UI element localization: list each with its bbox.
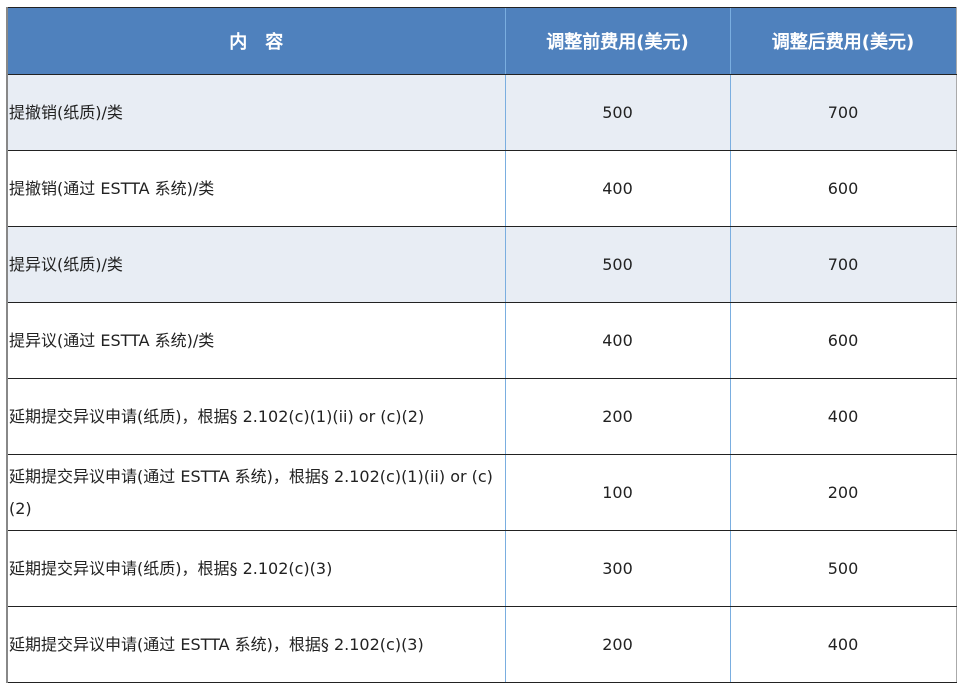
cell-item: 延期提交异议申请(纸质)，根据§ 2.102(c)(1)(ii) or (c)(… [6,378,505,455]
table-row: 延期提交异议申请(纸质)，根据§ 2.102(c)(3) 300 500 [6,530,957,607]
cell-before: 100 [504,454,730,531]
table-row: 提撤销(纸质)/类 500 700 [6,74,957,151]
header-content: 内 容 [6,7,505,75]
cell-after: 200 [729,454,957,531]
cell-before: 500 [504,226,730,303]
cell-after: 600 [729,302,957,379]
table-row: 提撤销(通过 ESTTA 系统)/类 400 600 [6,150,957,227]
cell-before: 500 [504,74,730,151]
cell-after: 400 [729,606,957,683]
table-row: 提异议(通过 ESTTA 系统)/类 400 600 [6,302,957,379]
cell-after: 400 [729,378,957,455]
cell-after: 700 [729,74,957,151]
table-row: 延期提交异议申请(通过 ESTTA 系统)，根据§ 2.102(c)(3) 200… [6,606,957,683]
cell-item: 延期提交异议申请(通过 ESTTA 系统)，根据§ 2.102(c)(3) [6,606,505,683]
cell-item: 延期提交异议申请(纸质)，根据§ 2.102(c)(3) [6,530,505,607]
table-row: 延期提交异议申请(通过 ESTTA 系统)，根据§ 2.102(c)(1)(ii… [6,454,957,531]
cell-before: 300 [504,530,730,607]
cell-item: 延期提交异议申请(通过 ESTTA 系统)，根据§ 2.102(c)(1)(ii… [6,454,505,531]
cell-before: 200 [504,378,730,455]
header-before: 调整前费用(美元) [504,7,730,75]
header-row: 内 容 调整前费用(美元) 调整后费用(美元) [6,7,957,75]
cell-item: 提撤销(通过 ESTTA 系统)/类 [6,150,505,227]
table-row: 延期提交异议申请(纸质)，根据§ 2.102(c)(1)(ii) or (c)(… [6,378,957,455]
cell-item: 提异议(通过 ESTTA 系统)/类 [6,302,505,379]
cell-item: 提异议(纸质)/类 [6,226,505,303]
cell-before: 400 [504,150,730,227]
table-row: 提异议(纸质)/类 500 700 [6,226,957,303]
header-after: 调整后费用(美元) [729,7,957,75]
cell-after: 700 [729,226,957,303]
fee-table: 内 容 调整前费用(美元) 调整后费用(美元) 提撤销(纸质)/类 500 700 提… [6,7,957,683]
cell-before: 400 [504,302,730,379]
cell-before: 200 [504,606,730,683]
cell-after: 500 [729,530,957,607]
cell-item: 提撤销(纸质)/类 [6,74,505,151]
cell-after: 600 [729,150,957,227]
